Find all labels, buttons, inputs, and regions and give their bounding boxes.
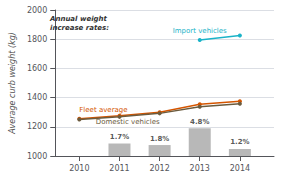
svg-text:1800: 1800 — [27, 35, 47, 44]
svg-text:Average curb weight (kg): Average curb weight (kg) — [8, 32, 17, 135]
svg-text:1.7%: 1.7% — [110, 133, 129, 141]
svg-text:2013: 2013 — [190, 164, 210, 173]
svg-text:Domestic vehicles: Domestic vehicles — [96, 118, 160, 126]
svg-text:2000: 2000 — [27, 6, 47, 15]
svg-text:2011: 2011 — [109, 164, 129, 173]
svg-text:1600: 1600 — [27, 64, 47, 73]
svg-text:1000: 1000 — [27, 152, 47, 161]
svg-text:Fleet average: Fleet average — [79, 106, 127, 114]
svg-text:1.2%: 1.2% — [230, 138, 249, 146]
svg-text:2010: 2010 — [69, 164, 89, 173]
svg-text:2012: 2012 — [149, 164, 169, 173]
svg-text:Import vehicles: Import vehicles — [173, 27, 227, 35]
svg-text:1200: 1200 — [27, 122, 47, 131]
svg-text:1.8%: 1.8% — [150, 135, 169, 143]
svg-text:1400: 1400 — [27, 93, 47, 102]
svg-text:2014: 2014 — [230, 164, 250, 173]
svg-text:increase rates:: increase rates: — [50, 24, 109, 32]
svg-text:4.8%: 4.8% — [190, 118, 209, 126]
svg-text:Annual weight: Annual weight — [49, 15, 108, 23]
